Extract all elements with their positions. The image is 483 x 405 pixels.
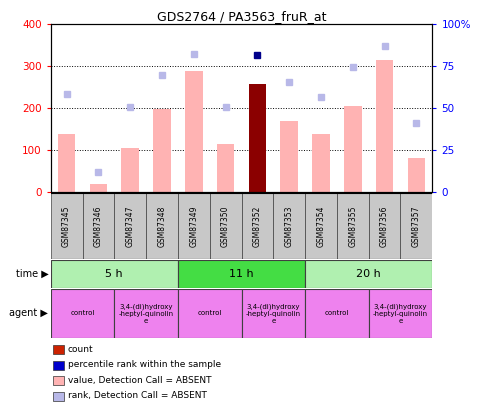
Bar <box>51 260 178 288</box>
Text: rank, Detection Call = ABSENT: rank, Detection Call = ABSENT <box>68 391 207 400</box>
Bar <box>178 193 210 259</box>
Bar <box>376 60 393 192</box>
Title: GDS2764 / PA3563_fruR_at: GDS2764 / PA3563_fruR_at <box>157 10 326 23</box>
Bar <box>114 193 146 259</box>
Bar <box>369 289 432 338</box>
Bar <box>305 289 369 338</box>
Text: value, Detection Call = ABSENT: value, Detection Call = ABSENT <box>68 376 211 385</box>
Bar <box>337 193 369 259</box>
Bar <box>210 193 242 259</box>
Text: control: control <box>71 311 95 316</box>
Text: 5 h: 5 h <box>105 269 123 279</box>
Bar <box>83 193 114 259</box>
Text: 11 h: 11 h <box>229 269 254 279</box>
Bar <box>249 84 266 192</box>
Text: agent ▶: agent ▶ <box>10 309 48 318</box>
Text: 3,4-(di)hydroxy
-heptyl-quinolin
e: 3,4-(di)hydroxy -heptyl-quinolin e <box>118 303 174 324</box>
Text: control: control <box>325 311 349 316</box>
Bar <box>58 134 75 192</box>
Text: control: control <box>198 311 222 316</box>
Bar <box>121 148 139 192</box>
Bar <box>51 193 83 259</box>
Bar <box>217 144 234 192</box>
Bar <box>408 158 425 192</box>
Text: 20 h: 20 h <box>356 269 381 279</box>
Bar <box>273 193 305 259</box>
Text: GSM87352: GSM87352 <box>253 205 262 247</box>
Text: 3,4-(di)hydroxy
-heptyl-quinolin
e: 3,4-(di)hydroxy -heptyl-quinolin e <box>246 303 301 324</box>
Text: GSM87350: GSM87350 <box>221 205 230 247</box>
Bar <box>400 193 432 259</box>
Bar <box>153 109 171 192</box>
Text: GSM87349: GSM87349 <box>189 205 199 247</box>
Text: percentile rank within the sample: percentile rank within the sample <box>68 360 221 369</box>
Text: GSM87346: GSM87346 <box>94 205 103 247</box>
Bar <box>90 184 107 192</box>
Text: GSM87348: GSM87348 <box>157 205 167 247</box>
Text: 3,4-(di)hydroxy
-heptyl-quinolin
e: 3,4-(di)hydroxy -heptyl-quinolin e <box>373 303 428 324</box>
Text: GSM87354: GSM87354 <box>316 205 326 247</box>
Bar <box>312 134 330 192</box>
Text: GSM87355: GSM87355 <box>348 205 357 247</box>
Text: GSM87357: GSM87357 <box>412 205 421 247</box>
Bar <box>369 193 400 259</box>
Bar <box>185 71 202 192</box>
Bar <box>178 289 242 338</box>
Bar <box>114 289 178 338</box>
Bar <box>242 193 273 259</box>
Text: GSM87356: GSM87356 <box>380 205 389 247</box>
Bar <box>281 121 298 192</box>
Bar <box>344 106 362 192</box>
Bar <box>146 193 178 259</box>
Text: GSM87353: GSM87353 <box>284 205 294 247</box>
Text: GSM87347: GSM87347 <box>126 205 135 247</box>
Bar <box>305 193 337 259</box>
Bar <box>242 289 305 338</box>
Text: GSM87345: GSM87345 <box>62 205 71 247</box>
Bar <box>305 260 432 288</box>
Bar <box>178 260 305 288</box>
Bar <box>51 289 114 338</box>
Text: time ▶: time ▶ <box>15 269 48 279</box>
Text: count: count <box>68 345 93 354</box>
